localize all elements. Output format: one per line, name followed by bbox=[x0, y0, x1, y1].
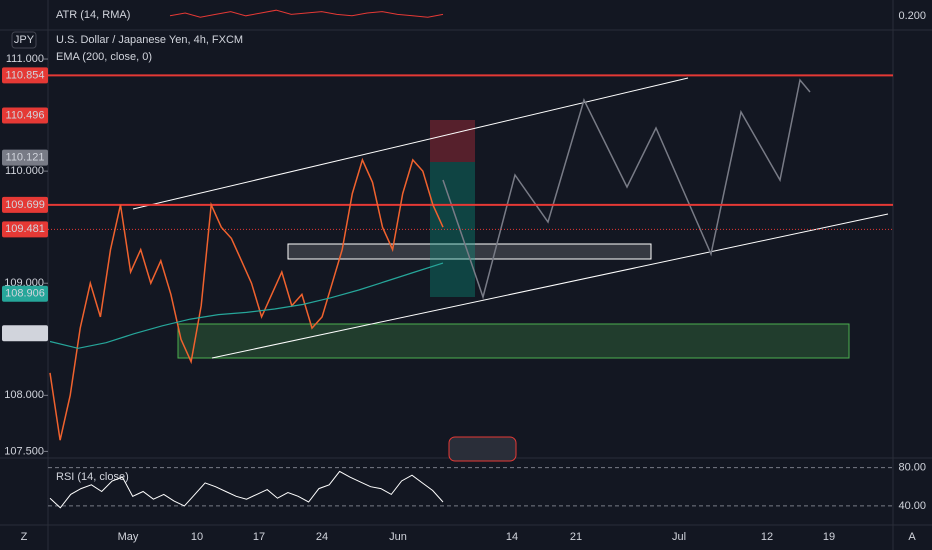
price-tag bbox=[2, 67, 48, 84]
x-tick-label: May bbox=[118, 531, 139, 543]
rsi-tick-label: 40.00 bbox=[898, 500, 926, 512]
rsi-label: RSI (14, close) bbox=[56, 471, 129, 483]
corner[interactable]: A bbox=[908, 531, 916, 543]
demand-zone[interactable] bbox=[177, 323, 850, 359]
y-tick-label: 110.000 bbox=[5, 165, 44, 177]
price-tag bbox=[2, 107, 48, 124]
x-tick-label: 24 bbox=[316, 531, 328, 543]
rsi-tick-label: 80.00 bbox=[898, 461, 926, 473]
atr-label: ATR (14, RMA) bbox=[56, 9, 130, 21]
x-tick-label: 12 bbox=[761, 531, 773, 543]
x-tick-label: 10 bbox=[191, 531, 203, 543]
ema-line bbox=[49, 262, 444, 349]
x-tick-label: Jun bbox=[389, 531, 407, 543]
watermark bbox=[448, 436, 517, 462]
price-tag-label: 108.554 bbox=[5, 327, 45, 339]
price-tag bbox=[2, 325, 48, 342]
price-tag bbox=[2, 221, 48, 238]
channel-line[interactable] bbox=[132, 77, 689, 210]
price-tag-label: 109.481 bbox=[5, 223, 45, 235]
atr-line bbox=[169, 9, 444, 18]
rsi-line bbox=[49, 470, 444, 509]
price-tag-label: 110.854 bbox=[6, 69, 45, 81]
price-tag bbox=[2, 285, 48, 302]
projection[interactable] bbox=[442, 78, 811, 300]
price-tag-label: 109.699 bbox=[5, 199, 45, 211]
price-tag bbox=[2, 196, 48, 213]
x-tick-label: 21 bbox=[570, 531, 582, 543]
symbol-chip[interactable] bbox=[11, 31, 37, 49]
atr-value: 0.200 bbox=[898, 10, 926, 22]
chart-title: U.S. Dollar / Japanese Yen, 4h, FXCM bbox=[56, 34, 243, 46]
price-tag bbox=[2, 149, 48, 166]
symbol: JPY bbox=[14, 34, 35, 46]
y-tick-label: 111.000 bbox=[6, 53, 44, 65]
ema-label: EMA (200, close, 0) bbox=[56, 51, 152, 63]
channel-line[interactable] bbox=[211, 213, 889, 359]
x-tick-label: 14 bbox=[506, 531, 518, 543]
y-tick-label: 107.500 bbox=[4, 445, 44, 457]
price-line bbox=[49, 157, 444, 441]
price-tag-label: 110.121 bbox=[6, 151, 45, 163]
target-zone[interactable] bbox=[430, 162, 475, 297]
x-tick-label: 17 bbox=[253, 531, 265, 543]
x-tick-label: 19 bbox=[823, 531, 835, 543]
x-tick-label: Jul bbox=[672, 531, 686, 543]
corner[interactable]: Z bbox=[21, 531, 28, 543]
y-tick-label: 108.000 bbox=[4, 389, 44, 401]
price-tag-label: 108.906 bbox=[5, 288, 45, 300]
price-tag-label: 110.496 bbox=[6, 109, 45, 121]
stop-zone[interactable] bbox=[430, 120, 475, 162]
